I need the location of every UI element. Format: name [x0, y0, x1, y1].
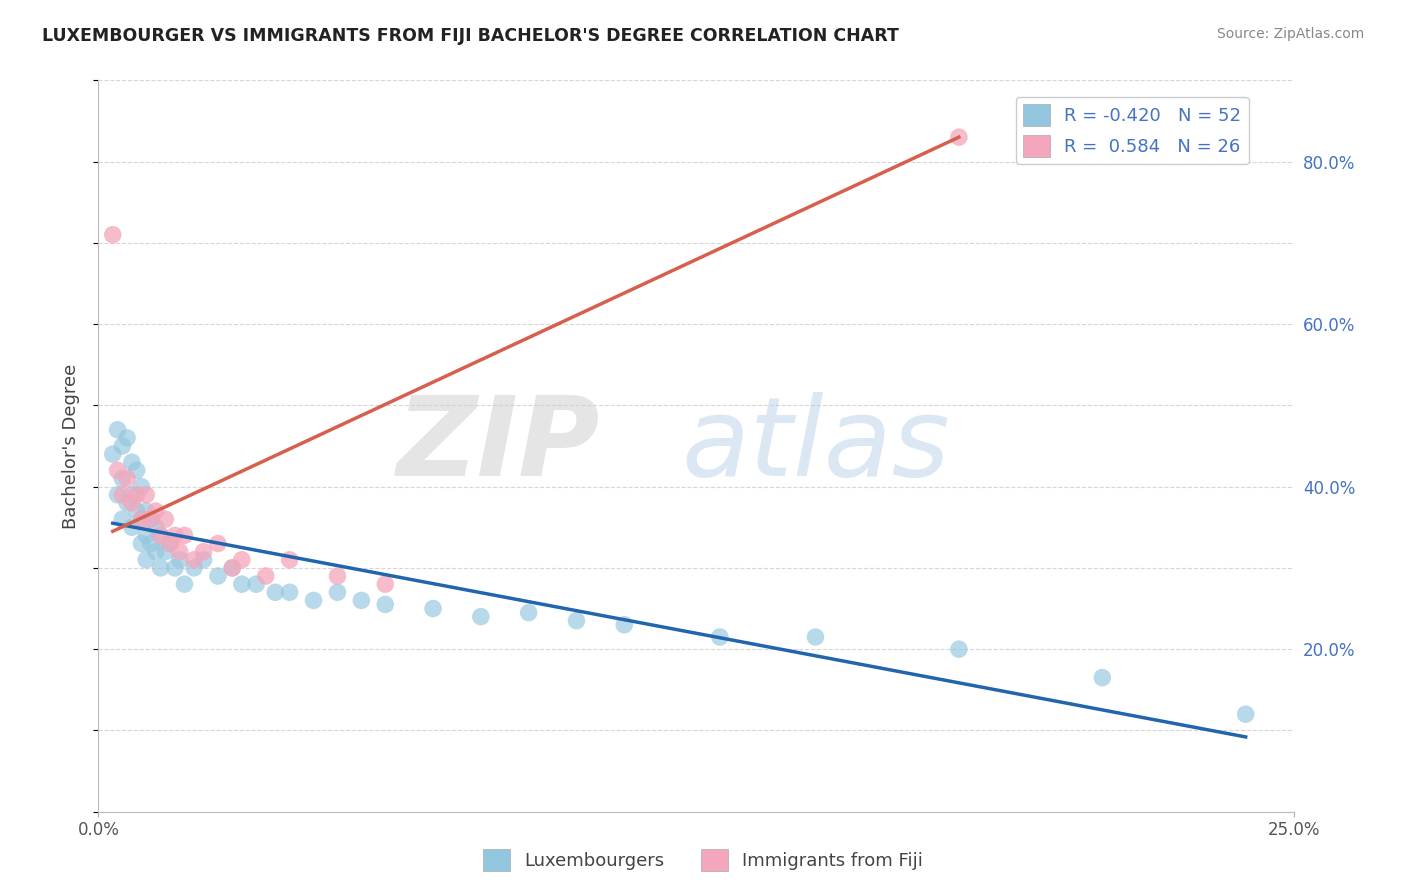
- Point: [207, 569, 229, 583]
- Point: [125, 463, 148, 477]
- Point: [115, 496, 138, 510]
- Point: [163, 561, 186, 575]
- Point: [121, 488, 143, 502]
- Point: [149, 528, 172, 542]
- Point: [183, 553, 205, 567]
- Point: [374, 598, 396, 612]
- Text: LUXEMBOURGER VS IMMIGRANTS FROM FIJI BACHELOR'S DEGREE CORRELATION CHART: LUXEMBOURGER VS IMMIGRANTS FROM FIJI BAC…: [42, 27, 898, 45]
- Point: [101, 447, 124, 461]
- Legend: R = -0.420   N = 52, R =  0.584   N = 26: R = -0.420 N = 52, R = 0.584 N = 26: [1015, 96, 1249, 164]
- Point: [245, 577, 267, 591]
- Point: [145, 520, 167, 534]
- Point: [173, 577, 195, 591]
- Point: [183, 561, 205, 575]
- Point: [145, 504, 167, 518]
- Point: [111, 512, 134, 526]
- Point: [470, 609, 492, 624]
- Point: [135, 488, 157, 502]
- Point: [278, 553, 301, 567]
- Point: [131, 512, 153, 526]
- Point: [193, 544, 215, 558]
- Point: [139, 536, 162, 550]
- Point: [948, 130, 970, 145]
- Point: [517, 606, 540, 620]
- Point: [155, 512, 177, 526]
- Point: [145, 544, 167, 558]
- Point: [149, 561, 172, 575]
- Point: [804, 630, 827, 644]
- Point: [115, 431, 138, 445]
- Point: [135, 528, 157, 542]
- Point: [422, 601, 444, 615]
- Point: [231, 553, 253, 567]
- Point: [107, 488, 129, 502]
- Point: [326, 585, 349, 599]
- Point: [221, 561, 243, 575]
- Point: [948, 642, 970, 657]
- Point: [121, 455, 143, 469]
- Point: [278, 585, 301, 599]
- Point: [125, 488, 148, 502]
- Point: [193, 553, 215, 567]
- Point: [139, 512, 162, 526]
- Point: [1234, 707, 1257, 722]
- Y-axis label: Bachelor's Degree: Bachelor's Degree: [62, 363, 80, 529]
- Point: [121, 496, 143, 510]
- Text: ZIP: ZIP: [396, 392, 600, 500]
- Point: [374, 577, 396, 591]
- Point: [115, 471, 138, 485]
- Point: [111, 471, 134, 485]
- Point: [107, 463, 129, 477]
- Point: [221, 561, 243, 575]
- Point: [565, 614, 588, 628]
- Point: [131, 512, 153, 526]
- Point: [231, 577, 253, 591]
- Point: [254, 569, 277, 583]
- Point: [149, 528, 172, 542]
- Point: [125, 504, 148, 518]
- Point: [135, 553, 157, 567]
- Point: [139, 512, 162, 526]
- Point: [107, 423, 129, 437]
- Point: [159, 536, 181, 550]
- Point: [155, 544, 177, 558]
- Point: [131, 536, 153, 550]
- Point: [169, 553, 191, 567]
- Point: [264, 585, 287, 599]
- Point: [1091, 671, 1114, 685]
- Point: [111, 488, 134, 502]
- Point: [207, 536, 229, 550]
- Point: [350, 593, 373, 607]
- Point: [111, 439, 134, 453]
- Point: [131, 480, 153, 494]
- Text: Source: ZipAtlas.com: Source: ZipAtlas.com: [1216, 27, 1364, 41]
- Point: [709, 630, 731, 644]
- Legend: Luxembourgers, Immigrants from Fiji: Luxembourgers, Immigrants from Fiji: [475, 842, 931, 879]
- Point: [613, 617, 636, 632]
- Point: [169, 544, 191, 558]
- Point: [326, 569, 349, 583]
- Point: [163, 528, 186, 542]
- Point: [121, 520, 143, 534]
- Point: [159, 536, 181, 550]
- Point: [135, 504, 157, 518]
- Point: [101, 227, 124, 242]
- Text: atlas: atlas: [681, 392, 950, 500]
- Point: [302, 593, 325, 607]
- Point: [173, 528, 195, 542]
